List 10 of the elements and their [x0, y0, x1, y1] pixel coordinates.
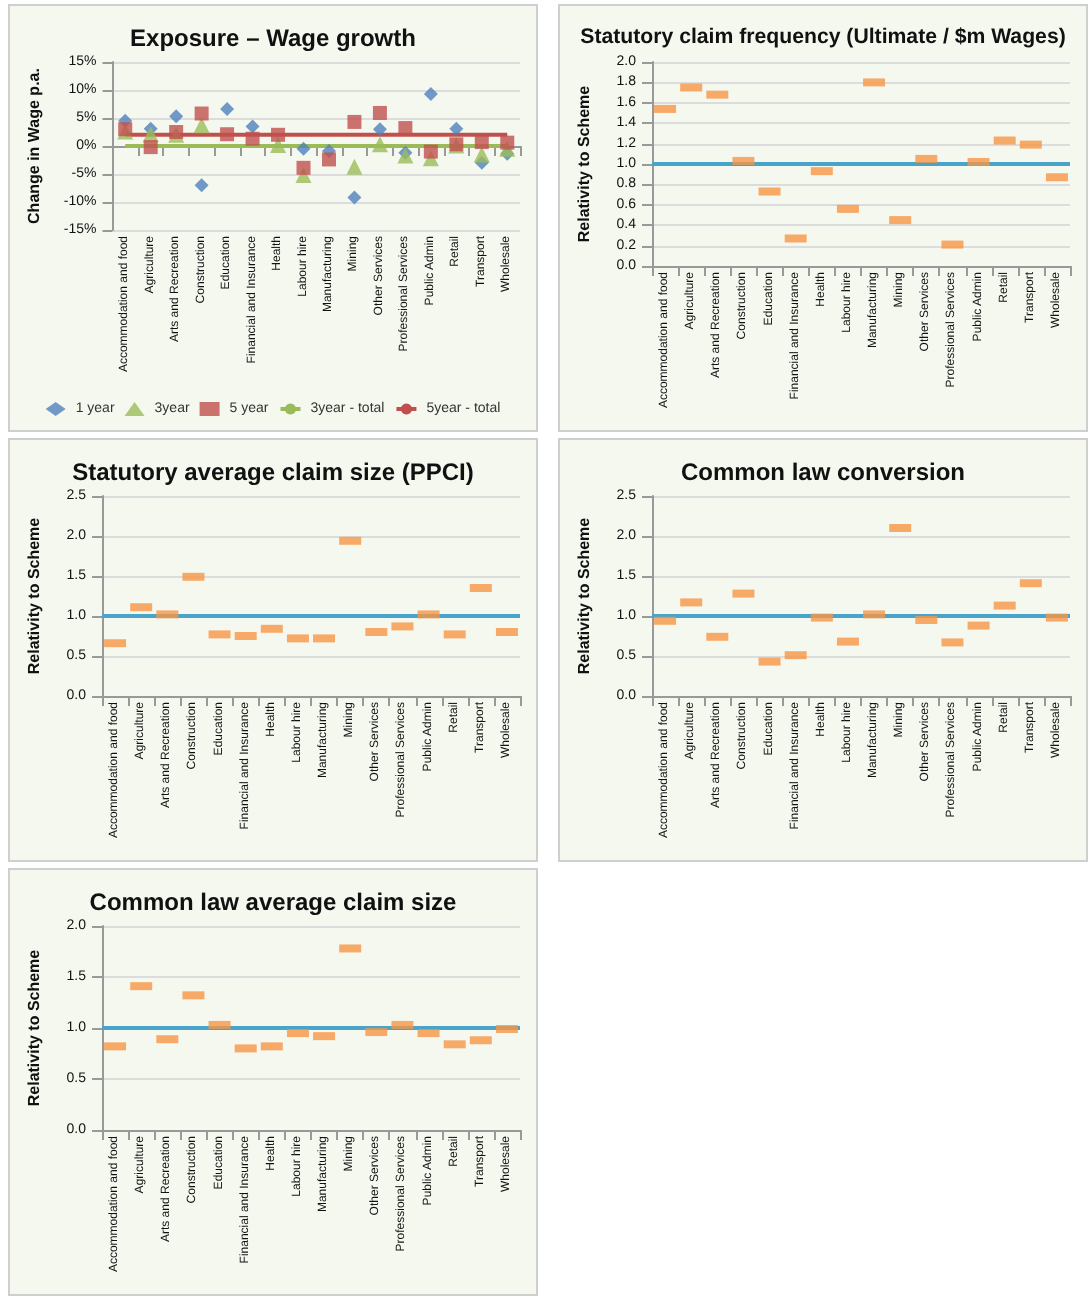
chart-title: Statutory average claim size (PPCI) [72, 458, 474, 486]
chart-title: Statutory claim frequency (Ultimate / $m Wages) [580, 25, 1066, 49]
y-axis-title: Change in Wage p.a. [25, 68, 43, 224]
y-axis-title: Relativity to Scheme [575, 84, 593, 243]
y-axis-title: Relativity to Scheme [25, 516, 43, 675]
chart-title: Common law conversion [680, 458, 966, 486]
chart-title: Exposure – Wage growth [130, 24, 416, 52]
y-axis-title: Relativity to Scheme [25, 948, 43, 1107]
chart-title: Common law average claim size [89, 888, 458, 916]
y-axis-title: Relativity to Scheme [575, 516, 593, 675]
